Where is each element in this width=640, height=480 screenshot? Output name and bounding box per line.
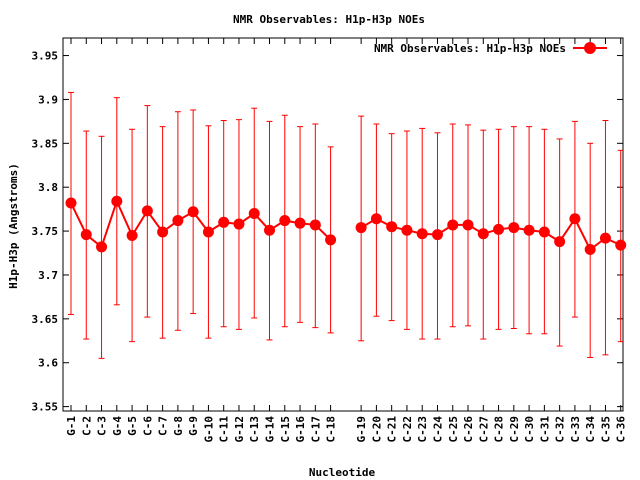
y-axis-label: H1p-H3p (Angstroms): [7, 163, 20, 289]
y-tick-label: 3.6: [38, 357, 58, 370]
x-tick-label: C-24: [431, 416, 444, 443]
data-point: [370, 213, 382, 225]
data-point: [111, 195, 123, 207]
data-point: [157, 226, 169, 238]
data-point: [416, 228, 428, 240]
x-tick-label: C-27: [477, 416, 490, 443]
data-point: [264, 224, 276, 236]
legend-marker: [584, 42, 596, 54]
data-point: [96, 241, 108, 253]
y-tick-label: 3.75: [32, 225, 59, 238]
x-tick-label: G-16: [294, 416, 307, 443]
x-tick-label: C-17: [309, 416, 322, 443]
x-tick-label: C-28: [493, 416, 506, 443]
data-point: [462, 219, 474, 231]
x-tick-label: C-31: [538, 416, 551, 443]
data-point: [248, 208, 260, 220]
data-point: [279, 215, 291, 227]
data-point: [294, 217, 306, 229]
data-point: [508, 222, 520, 234]
x-tick-label: C-36: [615, 416, 628, 443]
data-point: [309, 219, 321, 231]
data-point: [493, 223, 505, 235]
data-point: [538, 226, 550, 238]
x-tick-label: C-21: [386, 416, 399, 443]
data-point: [80, 229, 92, 241]
y-tick-label: 3.9: [38, 93, 58, 106]
series-layer: [65, 91, 627, 359]
x-tick-label: G-19: [355, 416, 368, 443]
legend-label: NMR Observables: H1p-H3p NOEs: [374, 42, 566, 55]
legend: NMR Observables: H1p-H3p NOEs: [374, 42, 607, 55]
x-tick-label: C-7: [157, 416, 170, 436]
series-line: [360, 216, 622, 252]
x-tick-label: G-9: [187, 416, 200, 436]
y-tick-label: 3.7: [38, 269, 58, 282]
data-point: [477, 228, 489, 240]
x-tick-label: C-34: [584, 416, 597, 443]
data-point: [325, 234, 337, 246]
x-tick-label: C-32: [554, 416, 567, 443]
data-point: [431, 229, 443, 241]
x-tick-label: C-33: [569, 416, 582, 443]
data-point: [569, 213, 581, 225]
x-tick-label: C-29: [508, 416, 521, 443]
x-tick-label: G-14: [264, 416, 277, 443]
x-tick-label: C-3: [96, 416, 109, 436]
x-tick-label: C-2: [80, 416, 93, 436]
x-axis: G-1 C-2 C-3 G-4 G-5 C-6 C-7 G-8 G-9 G-10 C-11 G-12 C…: [65, 38, 628, 443]
x-tick-label: G-12: [233, 416, 246, 443]
x-tick-label: G-4: [111, 416, 124, 436]
series-line: [70, 198, 332, 249]
data-point: [65, 197, 77, 209]
chart-title: NMR Observables: H1p-H3p NOEs: [233, 13, 425, 26]
x-tick-label: G-1: [65, 416, 78, 436]
data-point: [172, 215, 184, 227]
x-tick-label: C-20: [370, 416, 383, 443]
data-point: [187, 206, 199, 218]
data-point: [584, 244, 596, 256]
plot-frame: [62, 37, 624, 412]
x-tick-label: C-18: [325, 416, 338, 443]
data-point: [126, 229, 138, 241]
x-tick-label: C-26: [462, 416, 475, 443]
x-tick-label: C-15: [279, 416, 292, 443]
y-tick-label: 3.55: [32, 401, 59, 414]
data-point: [599, 232, 611, 244]
y-tick-label: 3.95: [32, 50, 59, 63]
data-point: [447, 219, 459, 231]
x-axis-label: Nucleotide: [309, 466, 376, 479]
x-tick-label: G-5: [126, 416, 139, 436]
data-point: [218, 216, 230, 228]
x-tick-label: G-10: [202, 416, 215, 443]
y-tick-label: 3.85: [32, 137, 59, 150]
x-tick-label: G-8: [172, 416, 185, 436]
data-point: [355, 222, 367, 234]
x-tick-label: C-11: [218, 416, 231, 443]
y-tick-label: 3.8: [38, 181, 58, 194]
data-point: [523, 224, 535, 236]
y-tick-label: 3.65: [32, 313, 59, 326]
x-tick-label: C-30: [523, 416, 536, 443]
data-point: [202, 226, 214, 238]
x-tick-label: C-35: [599, 416, 612, 443]
data-point: [386, 221, 398, 233]
data-point: [615, 239, 627, 251]
data-point: [141, 205, 153, 217]
x-tick-label: C-6: [141, 416, 154, 436]
data-point: [401, 224, 413, 236]
x-tick-label: C-25: [447, 416, 460, 443]
x-tick-label: C-13: [248, 416, 261, 443]
data-point: [554, 236, 566, 248]
x-tick-label: C-23: [416, 416, 429, 443]
x-tick-label: C-22: [401, 416, 414, 443]
y-axis: 3.55 3.6 3.65 3.7 3.75 3.8 3.85 3.9 3.95: [32, 50, 623, 414]
data-point: [233, 218, 245, 230]
